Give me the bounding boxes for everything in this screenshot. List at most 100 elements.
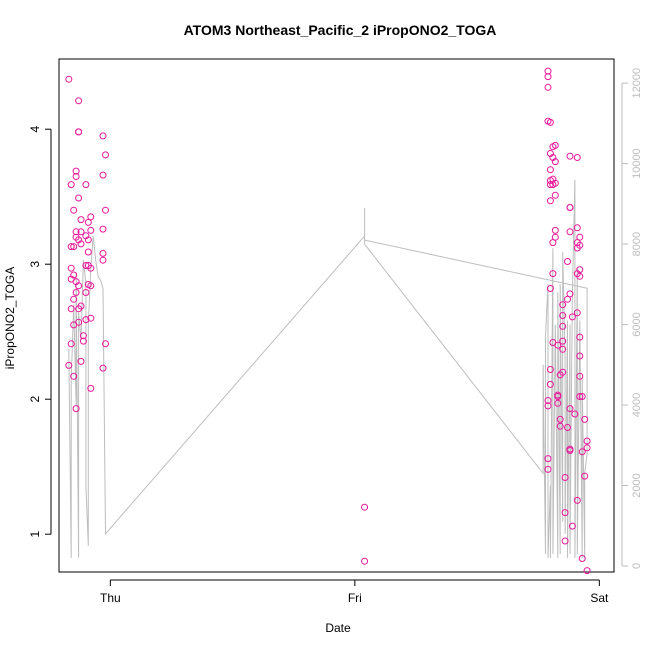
- data-point: [102, 206, 109, 214]
- data-point: [546, 366, 554, 373]
- data-point: [70, 271, 78, 279]
- y-tick-label: 2: [28, 396, 42, 403]
- data-point: [576, 372, 584, 380]
- data-point: [576, 352, 584, 360]
- y2-tick-label: 8000: [631, 232, 643, 256]
- data-point: [559, 301, 567, 309]
- data-point: [70, 206, 78, 214]
- data-point: [576, 233, 584, 241]
- data-point: [571, 410, 579, 418]
- y-axis-right: 0 2000 4000 6000 8000 10000 12000: [621, 68, 643, 569]
- data-point: [551, 179, 559, 187]
- data-point: [561, 509, 569, 517]
- data-point: [559, 345, 567, 353]
- data-point: [581, 472, 589, 480]
- data-point: [561, 537, 569, 545]
- y-tick-label: 4: [28, 126, 42, 133]
- data-point: [99, 249, 107, 257]
- data-point: [361, 503, 369, 511]
- data-point: [72, 405, 80, 413]
- y2-tick-label: 12000: [631, 68, 643, 99]
- data-point: [568, 522, 576, 530]
- data-point: [551, 233, 559, 241]
- data-point: [581, 415, 589, 423]
- data-point: [546, 181, 554, 189]
- data-point: [72, 228, 80, 236]
- data-point: [99, 225, 107, 233]
- data-point: [544, 465, 552, 473]
- data-point: [554, 393, 562, 400]
- data-point: [556, 415, 564, 423]
- y2-tick-label: 2000: [631, 473, 643, 497]
- data-point: [583, 567, 591, 575]
- data-point: [566, 290, 574, 298]
- data-point: [583, 444, 591, 452]
- data-point: [566, 204, 574, 211]
- data-point: [583, 437, 591, 445]
- y-tick-label: 3: [28, 261, 42, 268]
- data-point: [544, 402, 552, 410]
- data-point: [559, 337, 567, 345]
- y-axis-left: 1 2 3 4: [28, 126, 52, 538]
- x-tick-label: Sat: [590, 591, 609, 605]
- points-series: [65, 67, 591, 575]
- data-point: [551, 226, 559, 234]
- data-point: [65, 75, 73, 83]
- y2-tick-label: 0: [631, 563, 643, 569]
- data-point: [84, 218, 92, 226]
- data-point: [564, 258, 571, 265]
- data-point: [70, 295, 78, 303]
- data-point: [573, 309, 581, 317]
- data-point: [99, 364, 107, 372]
- data-point: [87, 384, 95, 392]
- data-point: [544, 397, 552, 404]
- data-point: [72, 167, 80, 175]
- data-point: [361, 557, 369, 565]
- data-point: [573, 224, 581, 232]
- data-point: [556, 422, 564, 430]
- data-point: [546, 166, 554, 174]
- data-point: [75, 282, 83, 290]
- data-point: [561, 474, 569, 481]
- series-line: [68, 179, 588, 558]
- x-tick-label: Thu: [100, 591, 121, 605]
- data-point: [544, 83, 552, 91]
- line-series: [68, 179, 588, 558]
- x-axis: Thu Fri Sat: [100, 579, 609, 605]
- data-point: [578, 555, 586, 562]
- y-tick-label: 1: [28, 531, 42, 538]
- data-point: [87, 213, 95, 221]
- data-point: [75, 128, 83, 136]
- data-point: [566, 447, 574, 454]
- data-point: [551, 158, 559, 166]
- data-point: [77, 240, 85, 248]
- data-point: [568, 313, 576, 321]
- data-point: [82, 181, 90, 189]
- data-point: [67, 340, 75, 348]
- data-point: [546, 380, 554, 388]
- data-point: [559, 368, 567, 376]
- data-point: [87, 282, 95, 290]
- data-point: [67, 181, 75, 189]
- data-point: [77, 357, 85, 365]
- data-point: [99, 256, 107, 264]
- data-point: [576, 266, 584, 274]
- data-point: [70, 243, 78, 251]
- data-point: [84, 248, 92, 256]
- data-point: [544, 73, 552, 81]
- data-point: [77, 302, 85, 310]
- data-point: [546, 197, 554, 205]
- data-point: [67, 264, 75, 272]
- data-point: [566, 228, 574, 236]
- data-point: [65, 361, 73, 369]
- data-point: [576, 333, 584, 341]
- data-point: [554, 341, 562, 349]
- y2-tick-label: 10000: [631, 148, 643, 179]
- data-point: [77, 216, 85, 224]
- data-point: [546, 118, 554, 126]
- data-point: [566, 405, 574, 413]
- data-point: [77, 228, 85, 236]
- data-point: [79, 337, 87, 345]
- data-point: [72, 173, 80, 180]
